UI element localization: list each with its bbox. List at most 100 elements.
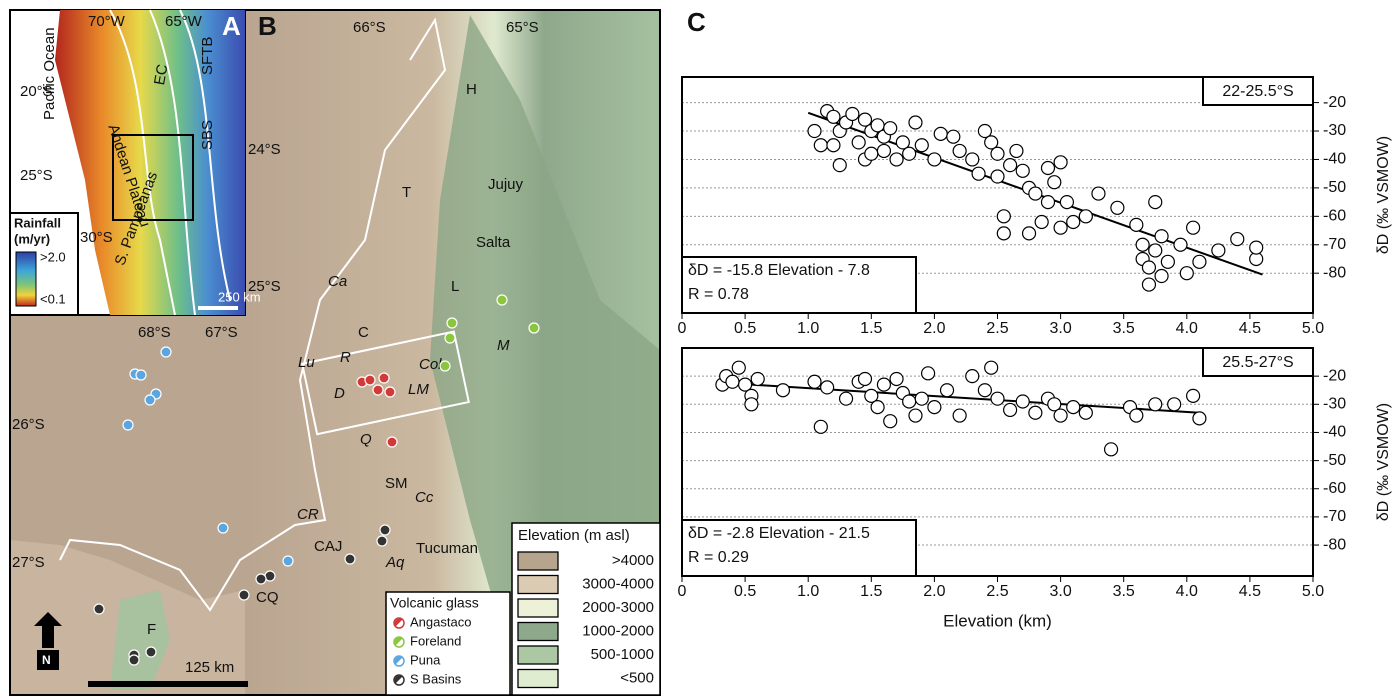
data-point: [1078, 405, 1093, 420]
legend-swatch: [517, 574, 559, 595]
map-b-label: D: [334, 385, 345, 402]
data-point: [1135, 237, 1150, 252]
data-point: [1167, 397, 1182, 412]
study-area-box: [112, 134, 194, 221]
legend-swatch: [517, 621, 559, 642]
fit-line: [719, 381, 1200, 414]
map-b-label: F: [147, 621, 156, 638]
y-tick-label: -40: [1323, 151, 1346, 168]
sample-marker: [93, 603, 105, 615]
map-b-label: R: [340, 349, 351, 366]
data-point: [813, 419, 828, 434]
sample-marker: [282, 555, 294, 567]
subtitle-box: [1202, 347, 1314, 377]
data-point: [889, 152, 904, 167]
sample-marker: [217, 522, 229, 534]
x-tick-label: 1.0: [797, 320, 819, 337]
sample-marker: [444, 332, 456, 344]
y-tick-label: -80: [1323, 536, 1346, 553]
map-b-label: Col: [419, 356, 442, 373]
data-point: [965, 152, 980, 167]
sample-marker: [378, 372, 390, 384]
data-point: [737, 377, 753, 392]
sample-marker: [446, 317, 458, 329]
sample-marker: [344, 553, 356, 565]
x-tick-label: 1.5: [860, 583, 882, 600]
legend-label: 2000-3000: [582, 599, 654, 616]
data-point: [927, 152, 942, 167]
data-point: [1148, 243, 1163, 258]
data-point: [902, 146, 917, 161]
data-point: [1066, 214, 1081, 230]
legend-label: 500-1000: [591, 646, 654, 663]
data-point: [1186, 388, 1201, 403]
map-b-basin: [110, 590, 170, 690]
data-point: [857, 112, 873, 127]
data-point: [1053, 155, 1068, 170]
x-tick-label: 0: [678, 583, 687, 600]
map-b-label: Ca: [328, 273, 347, 290]
data-point: [1230, 231, 1245, 247]
data-point: [1059, 195, 1075, 210]
x-axis-label: Elevation (km): [943, 611, 1052, 630]
y-tick-label: -30: [1323, 396, 1346, 413]
plot-frame: [681, 347, 1314, 577]
x-tick-label: 4.5: [1239, 320, 1261, 337]
data-point: [927, 400, 942, 415]
data-point: [845, 106, 860, 122]
data-point: [914, 391, 929, 406]
y-axis-label: δD (‰ VSMOW): [1375, 136, 1392, 254]
data-point: [952, 408, 967, 423]
x-tick-label: 2.0: [923, 583, 945, 600]
sample-marker: [122, 419, 134, 431]
legend-marker-half: [394, 675, 403, 684]
data-point: [876, 377, 892, 392]
data-point: [920, 366, 936, 381]
data-point: [1179, 266, 1194, 281]
data-point: [952, 143, 967, 159]
y-tick-label: -60: [1323, 208, 1346, 225]
sample-marker: [238, 589, 250, 601]
x-tick-label: 3.0: [1049, 583, 1071, 600]
annotation: δD = -15.8 Elevation - 7.8: [688, 262, 870, 279]
data-point: [883, 121, 898, 136]
legend-label: S Basins: [410, 671, 462, 686]
rainfall-map: [55, 10, 245, 315]
data-point: [731, 360, 746, 375]
sample-marker: [160, 346, 172, 358]
sample-marker: [376, 535, 388, 547]
sample-marker: [384, 386, 396, 398]
map-b-label: 68°S: [138, 324, 171, 341]
legend-title: Elevation (m asl): [518, 527, 630, 544]
data-point: [1028, 186, 1043, 201]
data-point: [1009, 143, 1024, 159]
data-point: [725, 374, 740, 389]
data-point: [864, 146, 879, 161]
legend-swatch: [517, 668, 559, 689]
sample-marker: [379, 524, 391, 536]
data-point: [1103, 442, 1119, 457]
map-b-label: 27°S: [12, 554, 45, 571]
x-tick-label: 3.0: [1049, 320, 1071, 337]
data-point: [826, 138, 841, 153]
legend-label: <500: [620, 669, 654, 686]
map-a-label: Rainfall: [14, 215, 61, 230]
map-a-label: 30°S: [80, 229, 113, 246]
y-tick-label: -40: [1323, 424, 1346, 441]
data-point: [990, 146, 1005, 161]
data-point: [883, 414, 898, 429]
legend-marker-half: [394, 618, 403, 627]
map-b-label: Q: [360, 431, 372, 448]
data-point: [908, 115, 923, 130]
data-point: [1129, 408, 1144, 423]
map-b-label: Lu: [298, 354, 315, 371]
north-arrow: [34, 612, 62, 648]
legend-label: 3000-4000: [582, 575, 654, 592]
data-point: [820, 380, 835, 395]
x-tick-label: 2.5: [986, 320, 1008, 337]
map-b-label: SM: [385, 475, 408, 492]
sample-marker: [528, 322, 540, 334]
rainfall-colorbar: [15, 251, 37, 307]
y-tick-label: -80: [1323, 264, 1346, 281]
map-b-label: T: [402, 184, 411, 201]
